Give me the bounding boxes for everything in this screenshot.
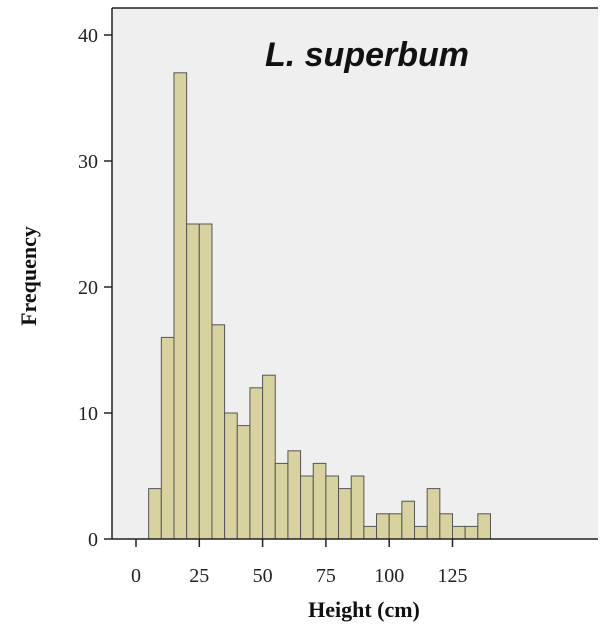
bar-75-80 [325, 475, 340, 540]
x-tick-label-125: 125 [438, 565, 468, 587]
x-tick-label-75: 75 [316, 565, 336, 587]
chart-title: L. superbum [265, 36, 469, 74]
bar-35-40 [224, 412, 238, 540]
bar-60-65 [287, 450, 302, 540]
bars-group [148, 72, 491, 540]
bar-20-25 [186, 223, 200, 540]
bar-85-90 [350, 475, 365, 540]
x-tick-label-50: 50 [253, 565, 273, 587]
bar-10-15 [160, 336, 175, 540]
bar-125-130 [452, 525, 466, 540]
bar-95-100 [376, 513, 390, 540]
bar-15-20 [173, 72, 188, 540]
x-axis-label: Height (cm) [308, 597, 420, 622]
y-tick-label-0: 0 [88, 529, 98, 551]
bar-65-70 [300, 475, 314, 540]
bar-80-85 [338, 488, 352, 540]
y-tick-label-20: 20 [78, 277, 98, 299]
bar-135-140 [477, 513, 491, 540]
bar-45-50 [249, 387, 264, 540]
axes-group: 0 10 20 30 40 0 25 50 75 100 125 [78, 7, 598, 587]
bar-40-45 [236, 425, 251, 540]
y-tick-label-40: 40 [78, 25, 98, 47]
bar-55-60 [274, 462, 289, 540]
bar-115-120 [426, 488, 441, 540]
bar-50-55 [262, 374, 276, 540]
bar-70-75 [312, 462, 327, 540]
bar-110-115 [414, 525, 428, 540]
y-tick-label-30: 30 [78, 151, 98, 173]
bar-30-35 [211, 324, 226, 540]
y-axis-label: Frequency [16, 226, 41, 326]
x-tick-label-100: 100 [374, 565, 404, 587]
bar-130-135 [464, 525, 479, 540]
x-tick-label-25: 25 [189, 565, 209, 587]
bar-5-10 [148, 488, 162, 540]
x-tick-label-0: 0 [131, 565, 141, 587]
bar-90-95 [363, 525, 378, 540]
y-tick-label-10: 10 [78, 403, 98, 425]
bar-120-125 [439, 513, 453, 540]
bar-100-105 [388, 513, 403, 540]
bar-105-110 [401, 500, 416, 540]
bar-25-30 [198, 223, 213, 540]
